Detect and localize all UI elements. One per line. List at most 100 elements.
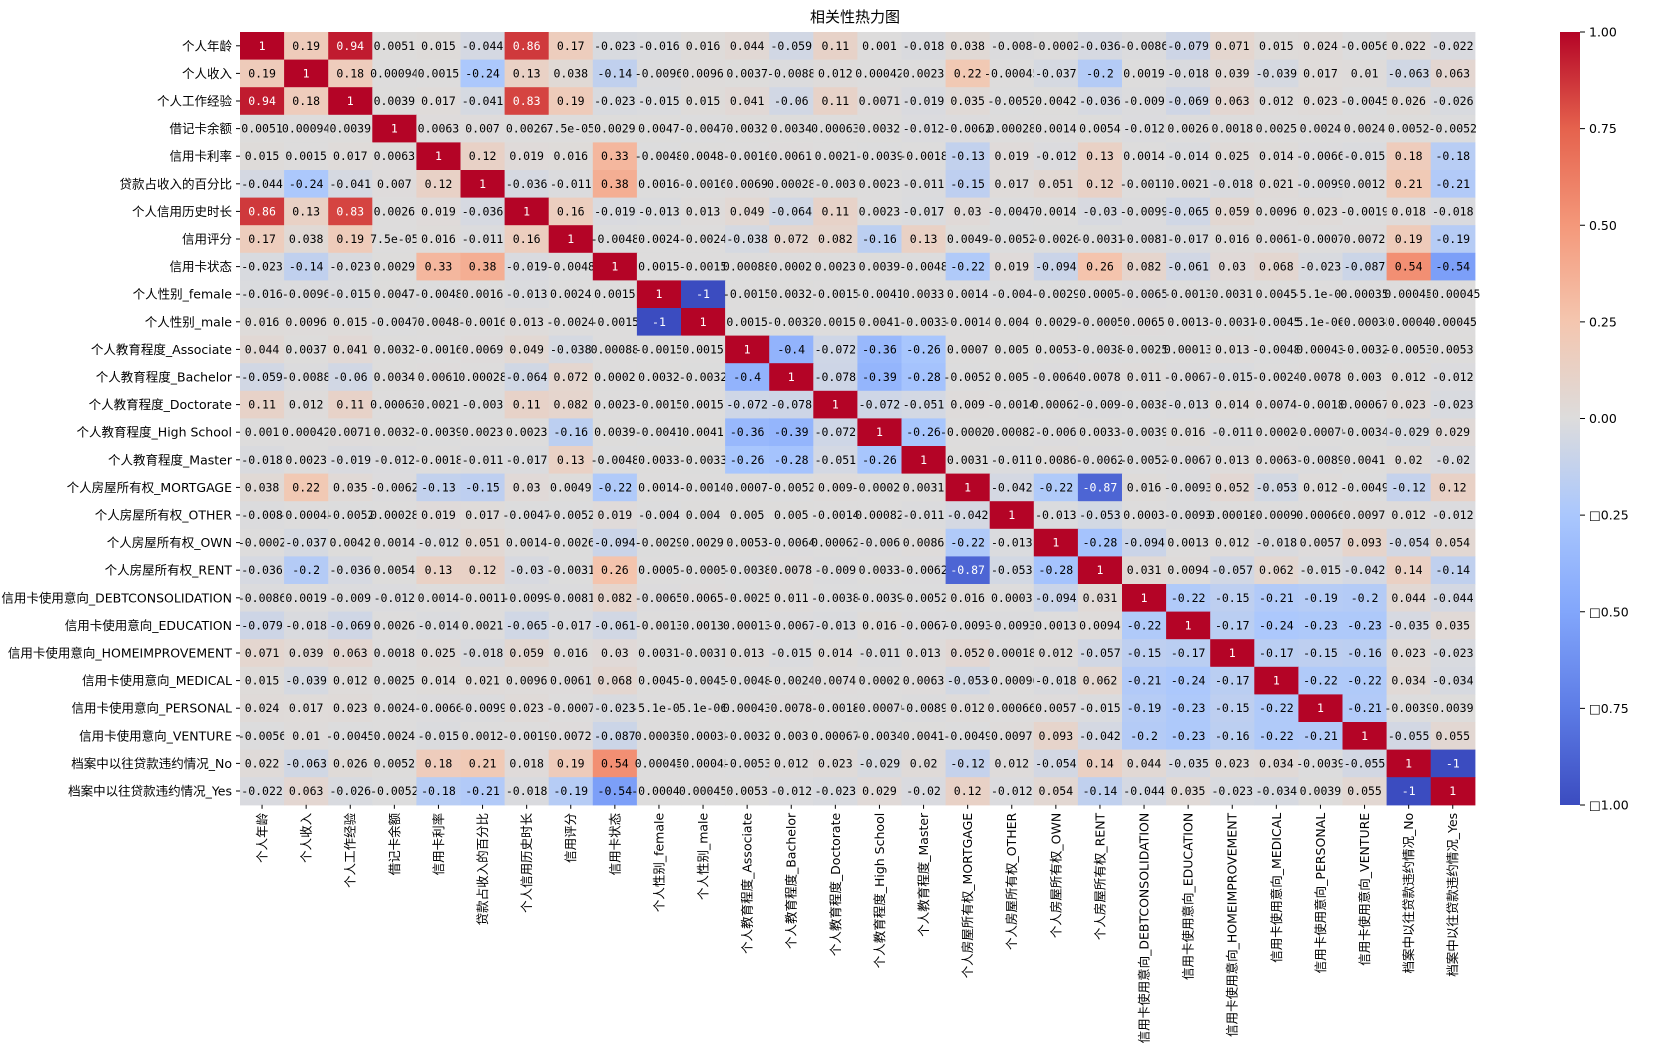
heatmap-cell xyxy=(901,197,947,226)
cell-value-label: 0.0015 xyxy=(726,315,768,329)
heatmap-cell xyxy=(725,197,770,226)
cell-value-label: 0.0051 xyxy=(241,122,283,136)
cell-value-label: 0.0032 xyxy=(374,425,416,439)
cell-value-label: 0.03 xyxy=(1218,260,1246,274)
cell-value-label: 0.0039 xyxy=(1300,784,1342,798)
row-label: 个人性别_male xyxy=(145,314,233,329)
cell-value-label: 0.0014 xyxy=(1123,149,1165,163)
heatmap-cell xyxy=(240,225,285,254)
heatmap-cell xyxy=(460,584,506,613)
cell-value-label: 0.025 xyxy=(421,646,456,660)
heatmap-cell xyxy=(636,777,682,806)
cell-value-label: -0.00021 xyxy=(940,425,995,439)
cell-value-label: -0.26 xyxy=(906,342,941,356)
heatmap-cell xyxy=(1077,722,1123,751)
cell-value-label: -0.0099 xyxy=(458,701,507,715)
heatmap-cell xyxy=(504,501,550,530)
heatmap-cell xyxy=(1254,59,1299,88)
cell-value-label: 1 xyxy=(1273,674,1280,688)
heatmap-cell xyxy=(1122,584,1167,613)
heatmap-cell xyxy=(504,446,550,475)
heatmap-cell xyxy=(1033,722,1079,751)
cell-value-label: -0.0016 xyxy=(414,342,463,356)
cell-value-label: -0.036 xyxy=(241,563,283,577)
heatmap-cell xyxy=(416,308,462,337)
cell-value-label: -0.0013 xyxy=(635,618,684,632)
heatmap-cell xyxy=(769,335,814,364)
cell-value-label: -0.013 xyxy=(815,618,857,632)
heatmap-cell xyxy=(857,666,903,695)
cell-value-label: 0.082 xyxy=(553,398,588,412)
cell-value-label: -0.0052 xyxy=(1429,122,1477,136)
cell-value-label: -0.037 xyxy=(285,536,327,550)
cell-value-label: -0.26 xyxy=(862,453,897,467)
cell-value-label: -0.0015 xyxy=(679,260,727,274)
heatmap-cell xyxy=(1033,418,1079,447)
cell-value-label: 0.0052 xyxy=(1388,122,1430,136)
cell-value-label: -0.0024 xyxy=(547,315,596,329)
heatmap-cell xyxy=(592,308,638,337)
heatmap-cell xyxy=(1430,32,1476,61)
heatmap-cell xyxy=(240,446,285,475)
cell-value-label: -0.009 xyxy=(329,591,371,605)
heatmap-cell xyxy=(1033,308,1079,337)
heatmap-cell xyxy=(548,32,594,61)
row-label: 信用卡使用意向_VENTURE xyxy=(79,728,232,743)
heatmap-cell xyxy=(636,473,682,502)
heatmap-cell xyxy=(1210,252,1255,281)
cell-value-label: 0.0032 xyxy=(859,122,901,136)
cell-value-label: 0.012 xyxy=(1259,94,1294,108)
cell-value-label: -0.17 xyxy=(1215,618,1250,632)
heatmap-cell xyxy=(1386,308,1432,337)
cell-value-label: -0.044 xyxy=(241,177,283,191)
heatmap-cell xyxy=(372,308,417,337)
heatmap-cell xyxy=(504,280,550,309)
cell-value-label: 0.018 xyxy=(1391,204,1426,218)
cell-value-label: 0.83 xyxy=(513,94,541,108)
cell-value-label: -0.023 xyxy=(329,260,371,274)
cell-value-label: 0.016 xyxy=(1127,480,1162,494)
heatmap-cell xyxy=(592,611,638,640)
cell-value-label: 0.007 xyxy=(465,122,500,136)
cell-value-label: -0.094 xyxy=(1035,591,1077,605)
cell-value-label: -0.009 xyxy=(1123,94,1165,108)
heatmap-cell xyxy=(372,446,417,475)
heatmap-cell xyxy=(901,666,947,695)
cell-value-label: 0.041 xyxy=(333,342,368,356)
cell-value-label: -0.009 xyxy=(1079,398,1121,412)
heatmap-cell xyxy=(1430,142,1476,171)
heatmap-cell xyxy=(901,528,947,557)
heatmap-cell xyxy=(1430,611,1476,640)
heatmap-cell xyxy=(548,142,594,171)
heatmap-cell xyxy=(460,446,506,475)
cell-value-label: -0.042 xyxy=(1344,563,1386,577)
cell-value-label: -0.00045 xyxy=(631,784,686,798)
cell-value-label: -0.0045 xyxy=(679,674,727,688)
column-labels: 个人年龄 个人收入 个人工作经验 借记卡余额 信用卡利率 贷款占收入的百分比 个人信用历史时… xyxy=(255,804,1460,1043)
cell-value-label: 0.015 xyxy=(686,94,721,108)
cell-value-label: 0.016 xyxy=(686,39,721,53)
cell-value-label: -0.0047 xyxy=(370,315,419,329)
heatmap-cell xyxy=(857,611,903,640)
cell-value-label: 0.0029 xyxy=(682,536,724,550)
heatmap-cell xyxy=(416,335,462,364)
heatmap-cell xyxy=(636,722,682,751)
cell-value-label: 1 xyxy=(347,94,354,108)
cell-value-label: 0.0053 xyxy=(726,784,768,798)
heatmap-cell xyxy=(284,308,329,337)
heatmap-cell xyxy=(460,390,506,419)
cell-value-label: 0.013 xyxy=(686,204,721,218)
cell-value-label: -0.0052 xyxy=(988,94,1036,108)
cell-value-label: 0.0045 xyxy=(1256,287,1298,301)
cell-value-label: -0.0096 xyxy=(635,66,684,80)
heatmap-cell xyxy=(284,722,329,751)
cell-value-label: -0.011 xyxy=(462,232,504,246)
heatmap-cell xyxy=(636,280,682,309)
heatmap-cell xyxy=(1254,225,1299,254)
heatmap-cell xyxy=(372,556,417,585)
heatmap-cell xyxy=(681,363,726,392)
cell-value-label: 0.02 xyxy=(1395,453,1423,467)
heatmap-cell xyxy=(504,556,550,585)
heatmap-cell xyxy=(1122,694,1167,723)
cell-value-label: -0.013 xyxy=(1167,398,1209,412)
